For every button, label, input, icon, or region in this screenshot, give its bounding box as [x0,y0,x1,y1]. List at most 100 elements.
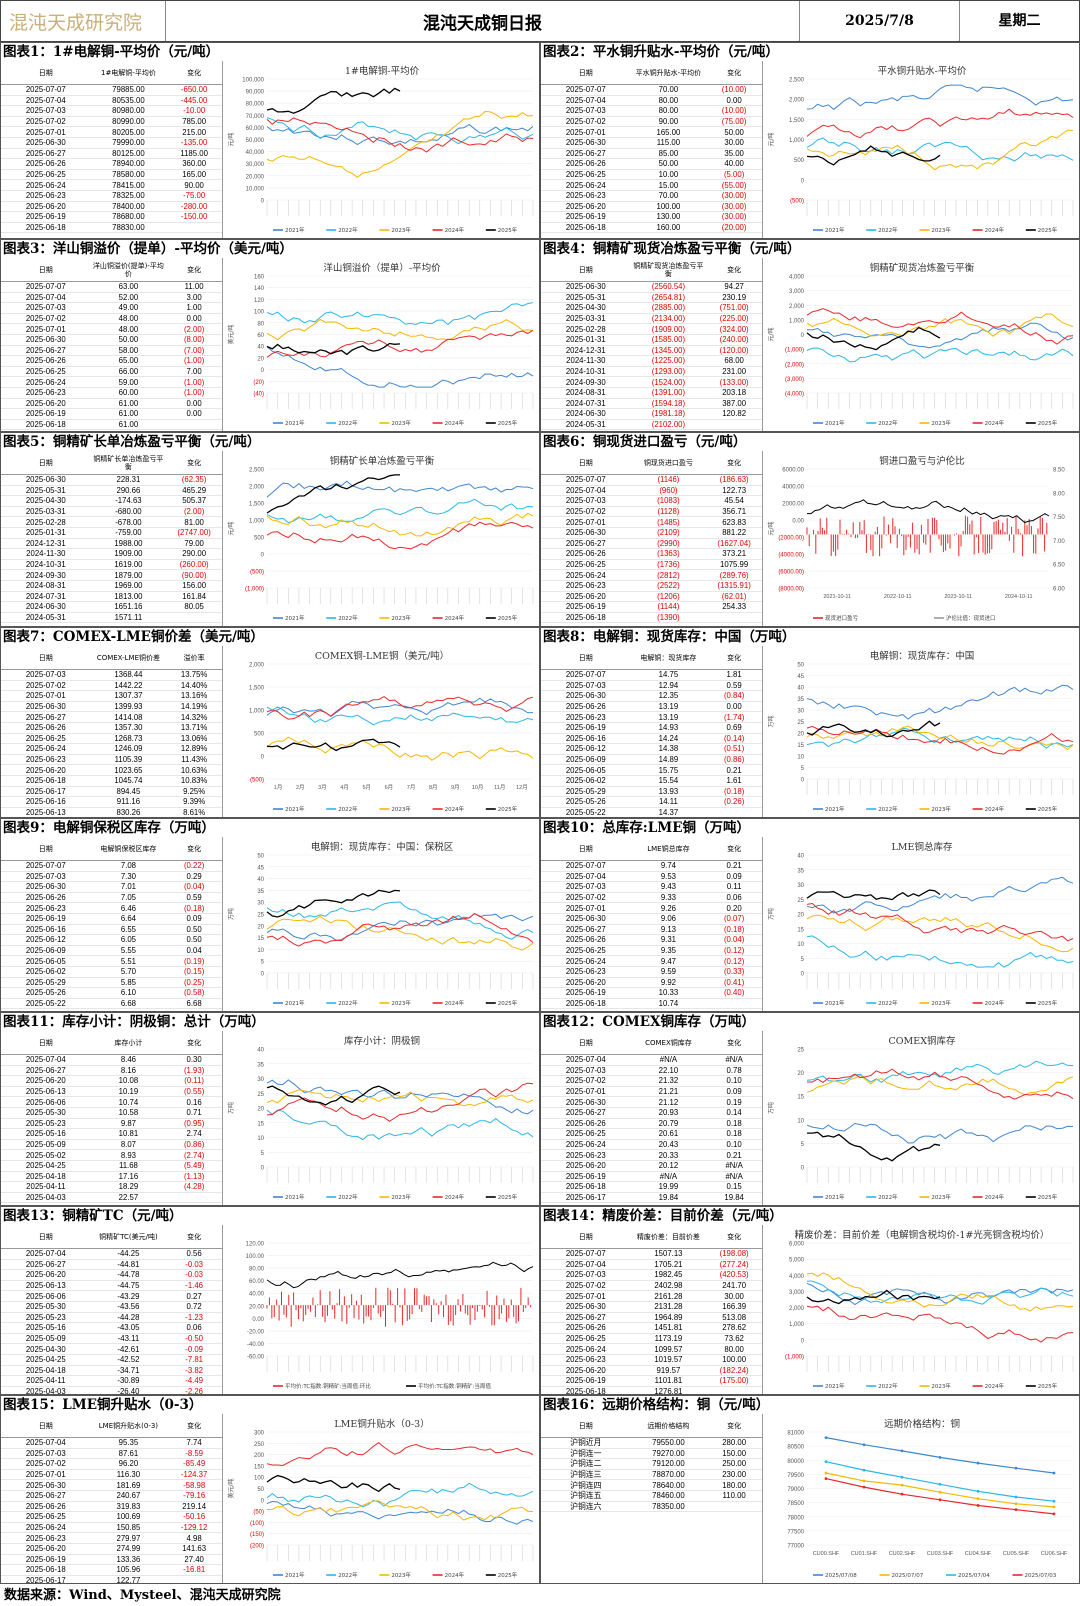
table-row: 2025-07-03 1368.44 13.75% [1,670,222,681]
table-cell: 2.74 [186,1129,202,1139]
y2-tick-label: 8.00 [1053,491,1065,497]
table-row: 2025-06-18 105.96 -16.81 [1,1565,222,1576]
table-row: 2025-06-24 1099.57 80.00 [541,1344,762,1355]
table-cell: (0.95) [183,1118,205,1128]
table-cell: 360.00 [182,159,207,169]
table-row: 2025-06-25 (1736) 1075.99 [541,560,762,571]
table-row: 2025-07-03 87.61 -8.59 [1,1449,222,1460]
table-row: 2025-04-18 17.16 (1.13) [1,1172,222,1183]
table-row: 2025-06-26 50.00 40.00 [541,159,762,170]
table-row: 2025-07-04 80.00 0.00 [541,96,762,107]
table-row: 2025-06-18 1276.81 [541,1387,762,1394]
table-cell: (62.35) [181,475,207,485]
table-cell: 10.63% [180,765,208,775]
legend-label: 2024年 [445,1571,465,1579]
table-cell: 2025-07-01 [25,127,66,137]
table-cell: 0.18 [726,1129,742,1139]
table-cell: (0.86) [723,755,745,765]
y-tick-label: 1,500 [249,686,265,692]
table-cell: 2025-06-18 [25,1565,66,1575]
chart-title: LME铜升贴水（0-3） [334,1419,430,1430]
table-row: 2025-04-03 -26.40 -2.26 [1,1387,222,1394]
y2-tick-label: 7.00 [1053,539,1065,545]
table-cell: 沪铜连一 [570,1448,602,1458]
table-cell: -50.16 [183,1512,206,1522]
y-axis-label: 万吨 [767,715,775,727]
data-point [1052,1505,1056,1509]
series-line [825,1437,1055,1474]
y2-tick-label: 8.50 [1053,468,1065,474]
legend-label: 2025/07/07 [892,1573,924,1579]
chart-title: 电解铜：现货库存：中国 [869,651,975,662]
table-cell: 2025-06-20 [25,1270,66,1280]
table-cell: 9.26 [660,903,677,913]
table-cell: 61.00 [118,420,139,430]
table-cell: (198.08) [719,1249,749,1259]
table-cell: 0.50 [186,924,202,934]
table-cell: 21.32 [658,1076,679,1086]
report-weekday: 星期二 [959,1,1079,41]
table-cell: 80.00 [724,1344,744,1354]
data-table: 日期 铜精矿长单冶炼盈亏平衡 变化 2025-06-30 228.31 (62.35) 20… [1,451,223,626]
table-row: 2025-07-04 80535.00 -445.00 [1,96,222,107]
chart-area: 远期价格结构：铜 81000 80500 80000 79500 79000 78500 78… [765,1414,1079,1583]
series-line [266,342,401,356]
table-row: 2025-06-27 85.00 35.00 [541,149,762,160]
chart-svg: 2,000 1,500 1,000 500 0 (500) 1月 2月 3月 4月 5月 6月 7月 8月… [249,663,534,813]
y-tick-label: 160 [254,275,265,281]
table-cell: 20.43 [658,1140,679,1150]
table-header: 日期 LME铜总库存 变化 [541,837,762,861]
table-cell: 290.00 [182,549,207,559]
table-cell: (2560.54) [651,282,686,292]
table-row: 2025-07-03 80.00 (10.00) [541,106,762,117]
table-cell: (751.00) [719,303,749,313]
table-cell: 沪铜近月 [570,1438,602,1448]
data-point [900,1449,904,1453]
legend-label: 2021年 [825,226,845,234]
column-header: 电解铜：现货库存 [640,653,697,662]
table-row: 2025-06-26 13.19 0.00 [541,702,762,713]
table-cell: (0.18) [723,786,745,796]
table-cell: -129.12 [180,1523,208,1533]
table-cell: 2025-06-19 [565,602,606,612]
chart-title: 铜进口盈亏与沪伦比 [879,456,965,467]
table-cell: 2025-04-03 [25,1193,66,1203]
chart-svg: 2,500 2,000 1,500 1,000 500 0 (500) 元/吨 2021年 202… [767,78,1074,234]
table-cell: 2025-03-31 [565,314,606,324]
table-cell: (0.07) [723,914,745,924]
table-cell: 70.00 [658,191,679,201]
table-row: 2025-06-23 (2522) (1315.91) [541,581,762,592]
series-line [806,326,941,351]
table-cell: 623.83 [722,517,747,527]
table-cell: 2025-06-17 [25,786,66,796]
legend-label: 2025年 [1038,419,1058,427]
table-cell: 12.89% [180,744,208,754]
column-header: 铜精矿TC(美元/吨) [99,1232,158,1241]
y-tick-label: 60 [257,333,264,339]
table-cell: 2025-06-23 [565,191,606,201]
data-table: 日期 LME铜升贴水(0-3) 变化 2025-07-04 95.35 7.74 2025-… [1,1414,223,1583]
table-cell: 0.09 [726,1087,742,1097]
table-cell: 2025-06-25 [25,1512,66,1522]
chart-title: 库存小计：阴极铜 [343,1036,420,1047]
table-cell: 78830.00 [112,223,145,233]
table-cell: 7.05 [120,893,137,903]
table-cell: 11.00 [184,282,204,292]
table-cell: (1390) [657,613,680,623]
table-cell: 9.53 [660,871,677,881]
table-cell: (4.28) [183,1182,205,1192]
table-cell: 2025-07-02 [25,1459,66,1469]
table-cell: 0.09 [186,914,202,924]
x-tick-label: 4月 [340,784,349,791]
legend-label: 2025年 [498,805,518,813]
table-row: 2025-06-23 279.97 4.98 [1,1533,222,1544]
legend-label: 2021年 [285,805,305,813]
table-row: 2025-05-09 -43.11 -0.50 [1,1334,222,1345]
table-cell: 2025-06-20 [565,201,606,211]
table-row: 2024-11-30 (1225.00) 68.00 [541,356,762,367]
chart-area: 铜精矿现货冶炼盈亏平衡 4,000 3,000 2,000 1,000 0 (1,000) (… [765,258,1079,431]
table-cell: 0.04 [186,946,202,956]
table-cell: 0.19 [726,1097,742,1107]
table-cell: 279.97 [116,1533,141,1543]
table-row: 2025-06-30 (2560.54) 94.27 [541,282,762,293]
